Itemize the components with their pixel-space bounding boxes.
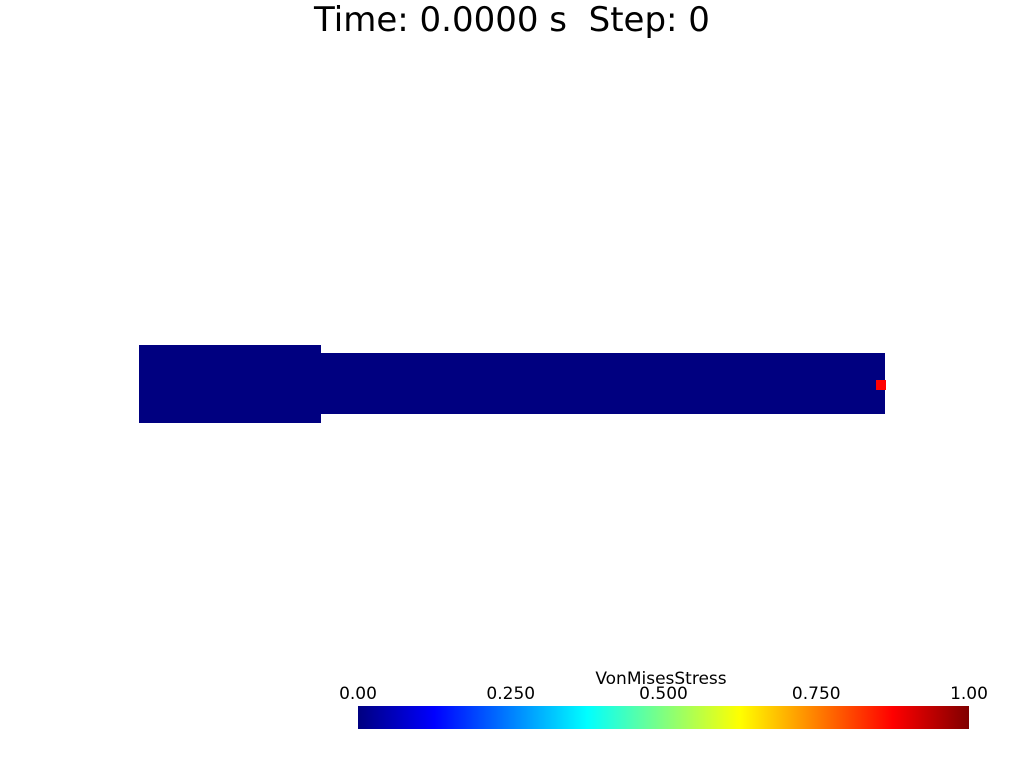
time-step-title: Time: 0.0000 s Step: 0 — [314, 0, 710, 40]
colorbar-tick-label: 0.250 — [486, 684, 536, 704]
stress-marker-point — [876, 380, 886, 390]
mesh-wide-block — [139, 345, 321, 423]
colorbar-tick-label: 1.00 — [950, 684, 988, 704]
colorbar-tick-label: 0.00 — [339, 684, 377, 704]
colorbar-tick-label: 0.750 — [791, 684, 841, 704]
colorbar-gradient — [358, 706, 969, 729]
colorbar-title: VonMisesStress — [595, 669, 727, 689]
colorbar-tick-label: 0.500 — [639, 684, 688, 704]
mesh-narrow-bar — [321, 353, 885, 414]
